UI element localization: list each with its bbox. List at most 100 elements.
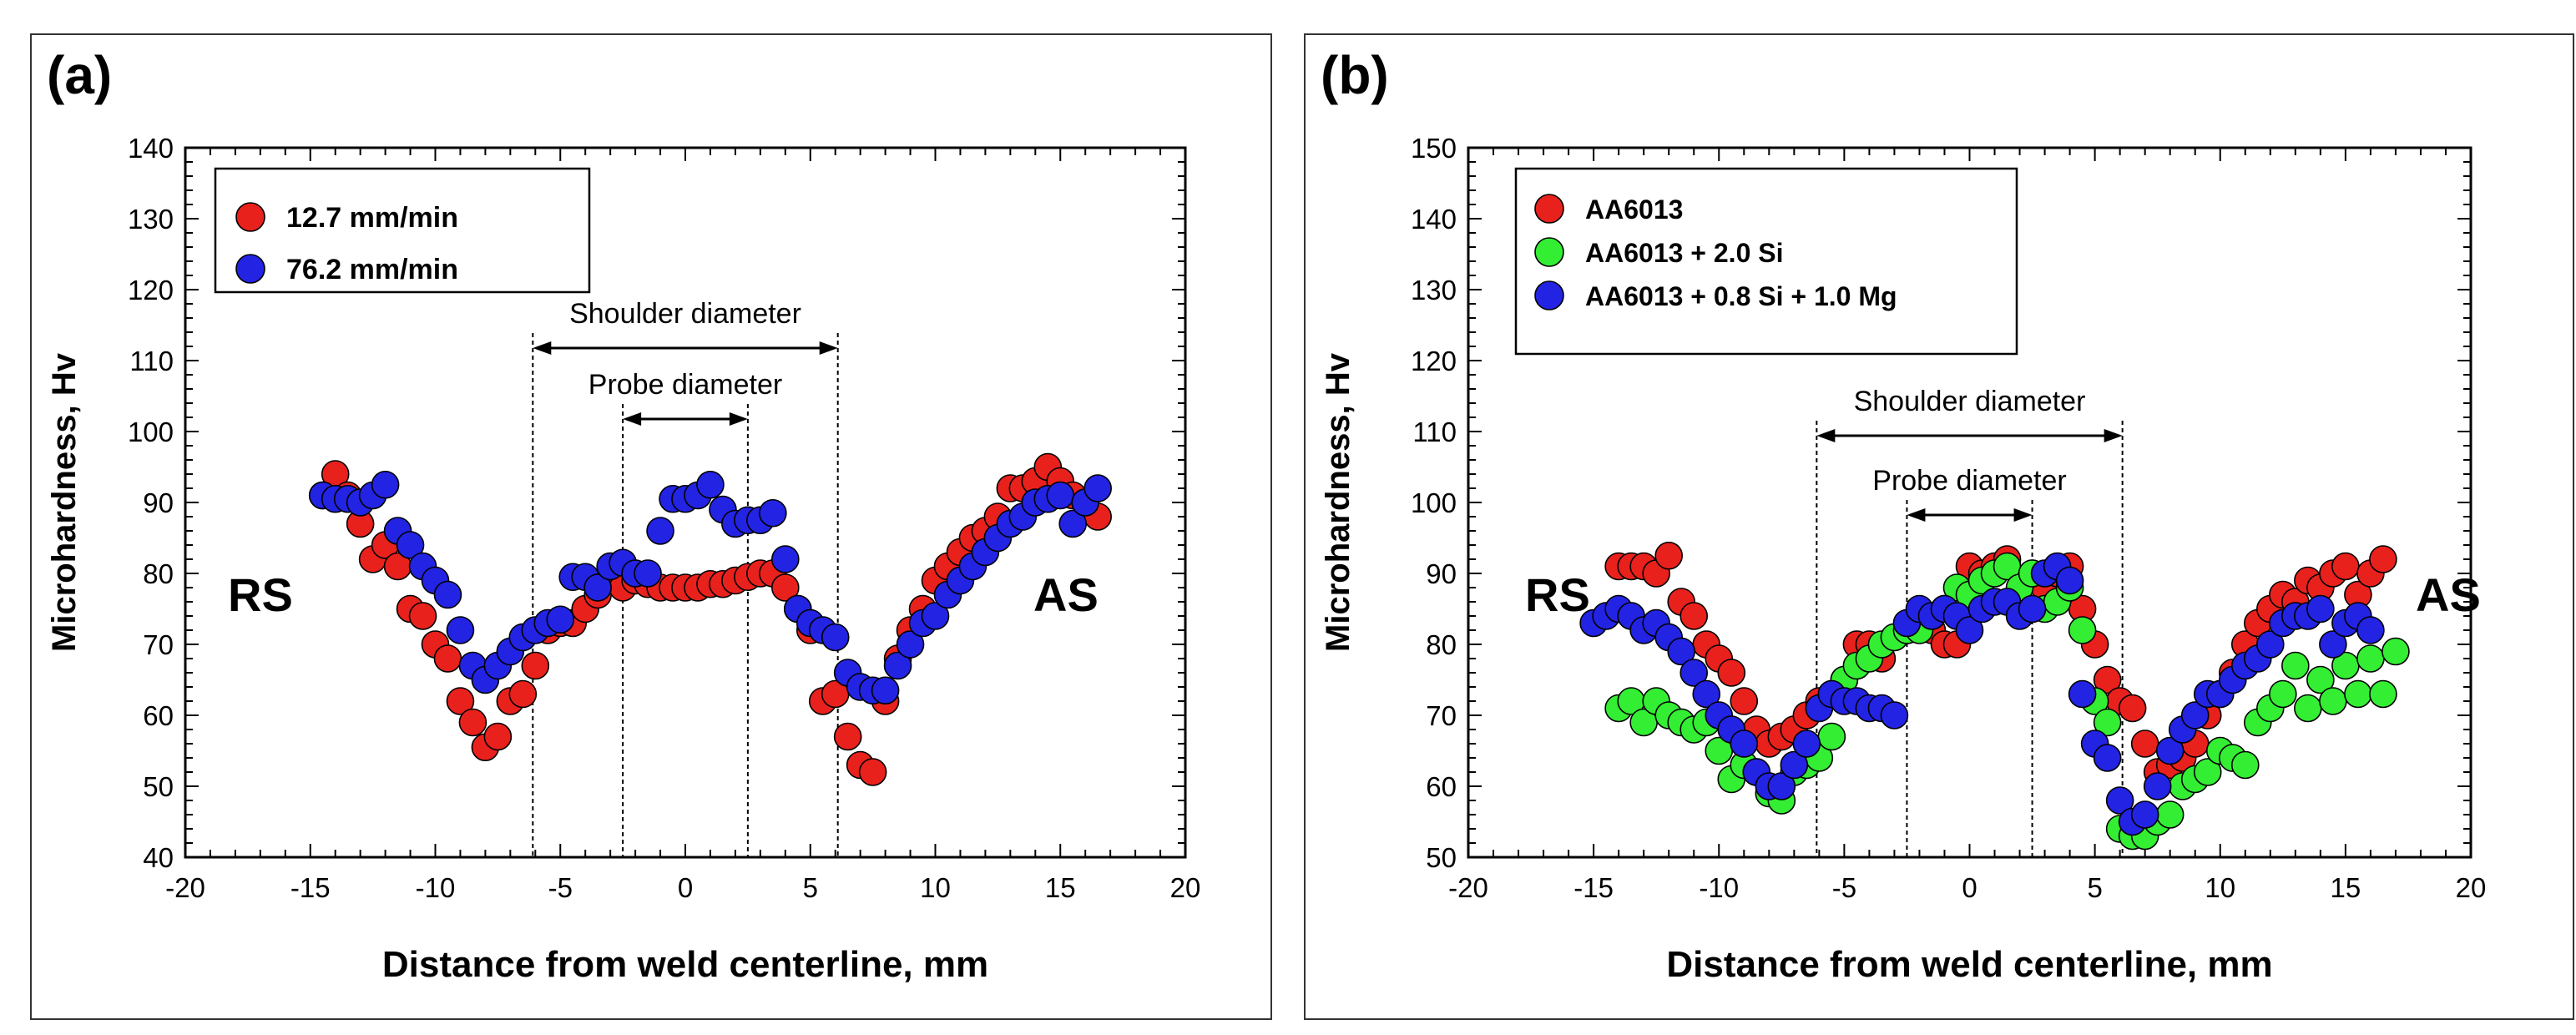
data-point: [446, 616, 475, 644]
x-tick-label: 5: [2087, 872, 2102, 903]
y-tick-label: 140: [1411, 204, 1457, 235]
data-point: [458, 708, 487, 737]
legend-entry: 12.7 mm/min: [286, 202, 458, 234]
legend-entry: AA6013 + 2.0 Si: [1585, 238, 1783, 268]
series-2: [1579, 552, 2385, 836]
x-tick-label: -20: [165, 872, 205, 903]
data-point: [2118, 694, 2147, 723]
data-point: [696, 470, 725, 499]
data-point: [1046, 481, 1075, 510]
y-tick-label: 110: [1412, 417, 1457, 447]
y-axis-label: Microhardness, Hv: [1320, 352, 1356, 652]
chart-svg-a: (a) -20 -15 -10 -5 0 5 10 15 20 40 50 60 70 80 90 100 110…: [46, 45, 1200, 985]
data-point: [433, 580, 462, 609]
legend-entry: AA6013 + 0.8 Si + 1.0 Mg: [1585, 281, 1897, 311]
data-point: [858, 758, 887, 786]
data-point: [2068, 616, 2097, 644]
data-point: [770, 545, 800, 573]
probe-arrow: [1907, 508, 2033, 522]
legend-marker: [235, 254, 265, 284]
data-point: [2093, 708, 2122, 737]
data-point: [546, 605, 575, 634]
x-tick-label: -15: [290, 872, 331, 903]
data-point: [2256, 630, 2285, 659]
data-point: [2180, 701, 2210, 730]
data-point: [1679, 602, 1709, 630]
probe-arrow: [623, 412, 748, 426]
data-point: [1083, 474, 1112, 502]
data-point: [2281, 651, 2310, 680]
x-tick-label: 0: [1962, 872, 1977, 903]
y-tick-label: 120: [1411, 346, 1457, 376]
legend-box: [214, 167, 591, 294]
data-point: [883, 651, 912, 680]
data-point: [2055, 566, 2084, 595]
y-tick-label: 60: [143, 700, 174, 731]
data-point: [396, 531, 425, 559]
panel-label: (b): [1321, 45, 1389, 105]
shoulder-arrow: [533, 341, 838, 355]
probe-arrow-head-left: [623, 412, 642, 426]
x-tick-label: 0: [678, 872, 693, 903]
data-point: [770, 573, 800, 602]
y-tick-label: 130: [1411, 275, 1457, 305]
data-point: [1730, 730, 1759, 758]
y-tick-label: 150: [1411, 133, 1457, 164]
legend-marker: [235, 202, 265, 232]
data-point: [2093, 665, 2122, 694]
data-point: [2269, 679, 2297, 709]
y-tick-label: 80: [1426, 629, 1457, 660]
data-point: [2331, 552, 2360, 581]
chart-panel-b: (b) -20 -15 -10 -5 0 5 10 15 20 50 60 70 80 90 100 110 12…: [1304, 33, 2574, 1020]
data-point: [921, 602, 950, 630]
data-point: [2130, 800, 2159, 829]
shoulder-arrow: [1816, 429, 2123, 442]
data-point: [483, 722, 513, 751]
y-tick-label: 90: [143, 487, 174, 518]
data-point: [871, 676, 900, 705]
legend-marker: [1534, 194, 1564, 224]
data-point: [634, 559, 662, 588]
legend-marker: [1534, 237, 1564, 267]
x-tick-label: 15: [1045, 872, 1076, 903]
data-point: [2344, 679, 2372, 709]
data-point: [2306, 594, 2335, 624]
y-tick-label: 120: [128, 275, 174, 305]
x-axis-label: Distance from weld centerline, mm: [382, 944, 988, 985]
axis-ticks: [1467, 147, 2472, 858]
data-point: [759, 498, 787, 528]
legend-entry: 76.2 mm/min: [286, 254, 458, 285]
data-point: [2356, 644, 2385, 673]
data-point: [1817, 722, 1846, 751]
data-point: [2356, 616, 2385, 644]
data-point: [1730, 687, 1759, 715]
data-point: [583, 573, 612, 602]
data-point: [1880, 701, 1909, 730]
x-tick-label: 5: [803, 872, 818, 903]
data-point: [408, 602, 437, 630]
rs-label: RS: [228, 568, 293, 621]
data-point: [2319, 630, 2347, 659]
data-point: [2018, 594, 2047, 624]
data-point: [371, 470, 400, 499]
x-tick-label: -5: [1832, 872, 1856, 903]
data-point: [2306, 665, 2335, 694]
data-point: [2105, 786, 2134, 815]
legend-marker: [1534, 280, 1564, 310]
chart-svg-b: (b) -20 -15 -10 -5 0 5 10 15 20 50 60 70 80 90 100 110 12…: [1320, 45, 2487, 985]
probe-arrow-head-left: [1907, 508, 1926, 522]
y-tick-label: 70: [1426, 700, 1457, 731]
y-tick-label: 50: [1426, 842, 1457, 873]
x-tick-label: -10: [416, 872, 456, 903]
x-tick-label: -15: [1573, 872, 1614, 903]
probe-diameter-label: Probe diameter: [588, 369, 782, 401]
data-point: [2319, 687, 2347, 715]
x-tick-label: -5: [548, 872, 573, 903]
x-tick-label: 20: [2456, 872, 2487, 903]
data-point: [2155, 736, 2185, 765]
x-tick-label: -10: [1699, 872, 1739, 903]
data-point: [2294, 694, 2322, 723]
data-point: [2369, 545, 2397, 573]
data-point: [2093, 744, 2122, 772]
data-point: [2155, 800, 2185, 829]
